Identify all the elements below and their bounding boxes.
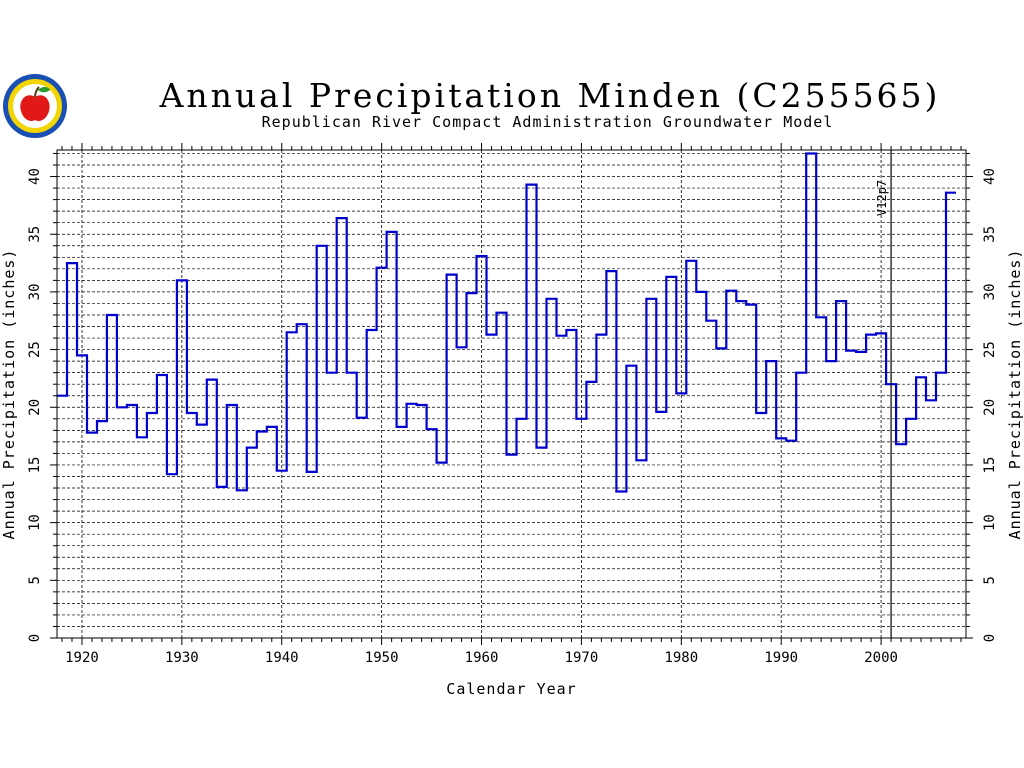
y-axis-label-right: Annual Precipitation (inches) — [1006, 249, 1024, 540]
annotation-label: V12p7 — [875, 180, 889, 216]
chart-title: Annual Precipitation Minden (C255565) — [159, 76, 941, 115]
y-tick-label: 15 — [27, 457, 43, 474]
chart-subtitle: Republican River Compact Administration … — [261, 113, 834, 131]
y-tick-label-right: 40 — [982, 168, 998, 185]
y-tick-label-right: 0 — [982, 634, 998, 642]
plot-frame — [56, 149, 967, 639]
x-tick-label: 1950 — [365, 650, 399, 666]
y-tick-label: 0 — [27, 634, 43, 642]
axes: 1920 1930 1940 1950 1960 1970 1980 1990 2000 0 0 5 5… — [0, 143, 1024, 698]
y-tick-label: 5 — [27, 576, 43, 584]
x-tick-label: 1960 — [465, 650, 499, 666]
y-tick-label: 20 — [27, 399, 43, 416]
y-tick-label-right: 15 — [982, 457, 998, 474]
y-axis-label: Annual Precipitation (inches) — [0, 249, 18, 540]
y-tick-label-right: 5 — [982, 576, 998, 584]
y-tick-label-right: 30 — [982, 283, 998, 300]
x-axis-label: Calendar Year — [446, 680, 576, 698]
y-tick-label-right: 25 — [982, 341, 998, 358]
grid-lines — [57, 150, 966, 638]
annotation: V12p7 — [875, 150, 892, 638]
y-tick-label-right: 10 — [982, 514, 998, 531]
precip-step-line — [57, 152, 956, 493]
y-tick-label: 40 — [27, 168, 43, 185]
y-tick-label-right: 20 — [982, 399, 998, 416]
y-tick-label: 25 — [27, 341, 43, 358]
series-step-line — [57, 152, 956, 493]
apple-seal-logo-icon — [3, 74, 67, 138]
x-tick-label: 1930 — [165, 650, 199, 666]
x-tick-label: 1990 — [764, 650, 798, 666]
x-tick-label: 1970 — [565, 650, 599, 666]
y-tick-label: 30 — [27, 283, 43, 300]
x-tick-label: 1940 — [265, 650, 299, 666]
y-tick-label: 35 — [27, 226, 43, 243]
x-tick-label: 1920 — [65, 650, 99, 666]
x-tick-label: 1980 — [664, 650, 698, 666]
y-tick-label: 10 — [27, 514, 43, 531]
y-tick-label-right: 35 — [982, 226, 998, 243]
x-tick-label: 2000 — [864, 650, 898, 666]
